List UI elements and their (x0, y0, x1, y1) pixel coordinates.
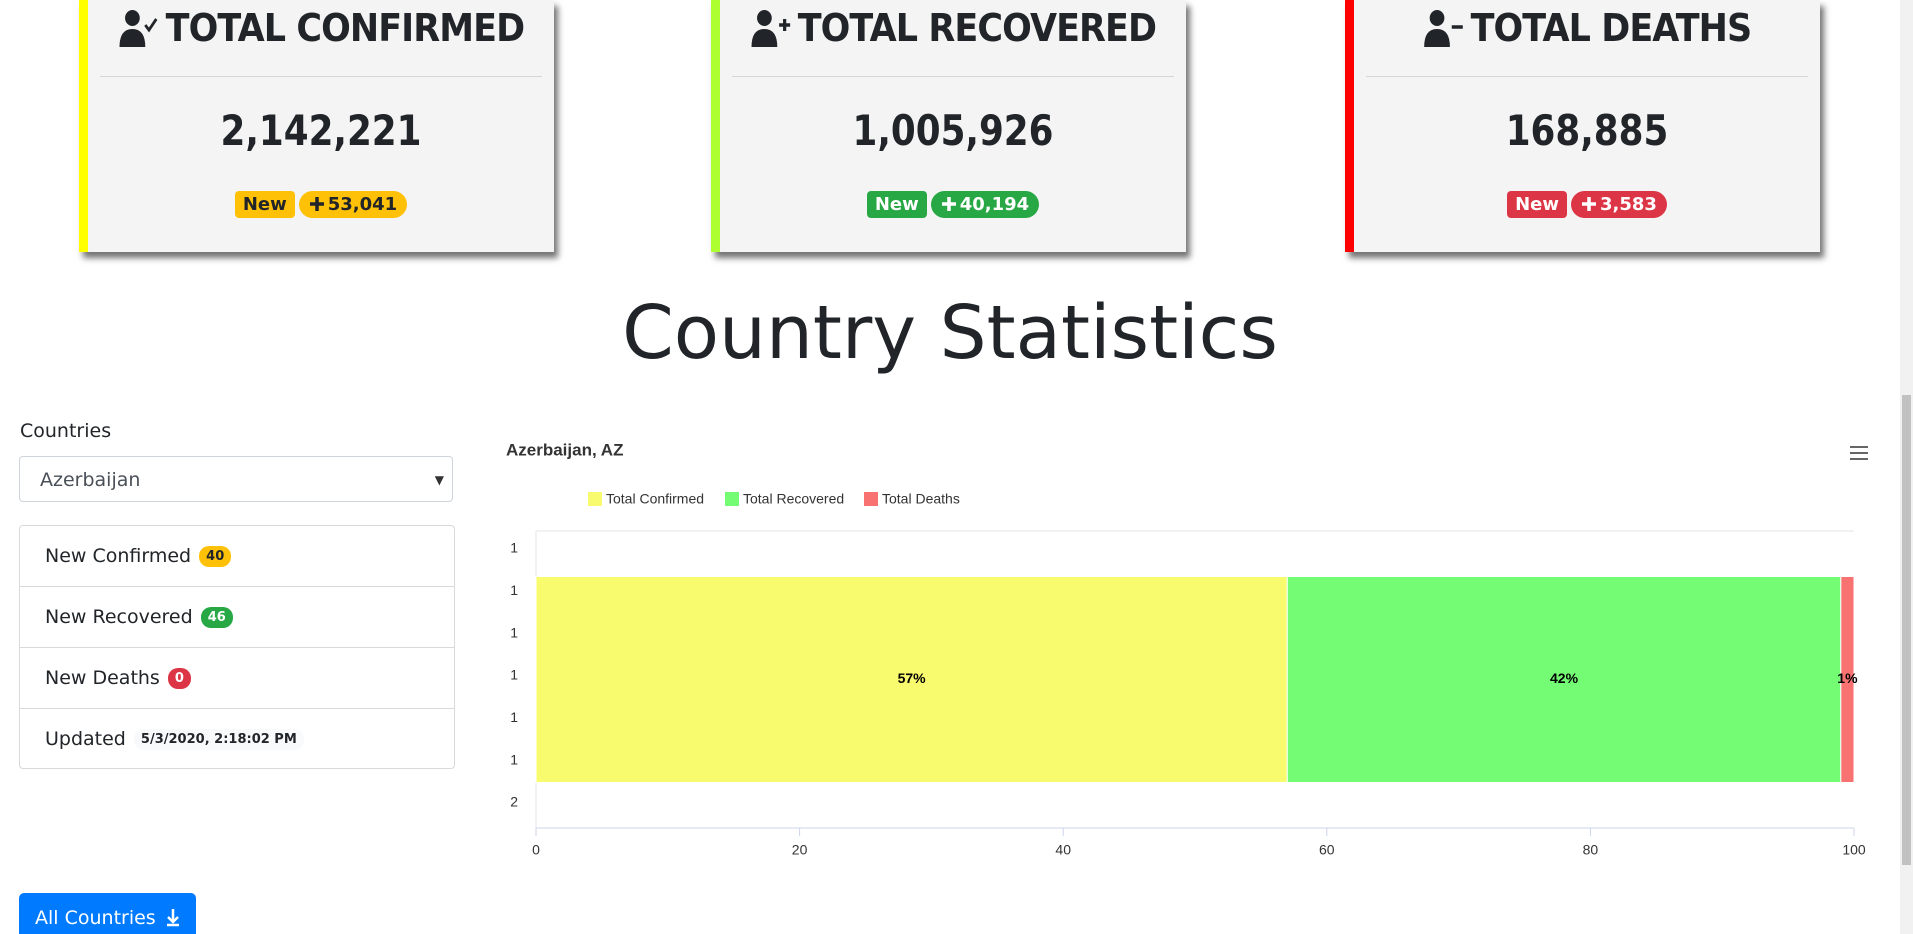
x-tick-label: 20 (792, 842, 808, 858)
delta-badge: 53,041 (298, 191, 408, 218)
legend-label: Total Deaths (882, 491, 960, 507)
menu-icon[interactable] (1850, 446, 1868, 460)
legend-swatch (725, 492, 739, 506)
bar-segment (1840, 576, 1855, 783)
scroll-thumb[interactable] (1902, 395, 1911, 865)
stat-badge: 5/3/2020, 2:18:02 PM (133, 729, 304, 750)
y-label: 1 (510, 624, 518, 640)
stat-card: TOTAL CONFIRMED 2,142,221 New 53,041 (79, 0, 554, 252)
card-value: 2,142,221 (220, 106, 422, 155)
x-tick-label: 40 (1055, 842, 1071, 858)
stat-label: New Recovered (45, 606, 193, 628)
card-rule (1366, 76, 1808, 77)
x-tick-label: 60 (1319, 842, 1335, 858)
card-value: 168,885 (1505, 106, 1669, 155)
chart-title: Azerbaijan, AZ (506, 440, 623, 459)
caret: ▼ (434, 473, 444, 487)
card-title: TOTAL DEATHS (1373, 6, 1802, 50)
y-label: 1 (510, 667, 518, 683)
new-badge: New (1507, 191, 1567, 218)
card-title: TOTAL CONFIRMED (107, 6, 536, 50)
countries-label: Countries (20, 420, 112, 442)
delta-value: 53,041 (327, 194, 398, 215)
stat-row: Updated 5/3/2020, 2:18:02 PM (20, 709, 454, 770)
card-title-text: TOTAL RECOVERED (797, 6, 1157, 50)
user-icon (1423, 6, 1471, 50)
plus-icon (941, 194, 960, 215)
user-icon (750, 6, 798, 50)
stat-badge: 46 (200, 607, 233, 628)
legend-swatch (864, 492, 878, 506)
scrollbar[interactable] (1900, 0, 1913, 934)
stat-card: TOTAL DEATHS 168,885 New 3,583 (1345, 0, 1820, 252)
icon (751, 10, 791, 47)
card-title-text: TOTAL CONFIRMED (165, 6, 525, 50)
stat-label: New Confirmed (45, 545, 192, 567)
card-rule (732, 76, 1174, 77)
stat-card: TOTAL RECOVERED 1,005,926 New 40,194 (711, 0, 1186, 252)
stat-badge: 0 (167, 668, 191, 689)
delta-value: 40,194 (959, 194, 1030, 215)
y-label: 2 (510, 794, 518, 810)
stat-row: New Deaths 0 (20, 648, 454, 709)
download-icon (166, 909, 179, 927)
stat-badge: 40 (199, 546, 232, 567)
card-badges: New 53,041 (88, 191, 554, 218)
icon (1424, 10, 1464, 47)
y-label: 1 (510, 540, 518, 556)
new-badge: New (234, 191, 295, 218)
legend-label: Total Confirmed (606, 491, 704, 507)
plus-icon (1581, 194, 1600, 215)
x-tick-label: 0 (532, 842, 540, 858)
country-select[interactable]: Azerbaijan ▼ (19, 456, 453, 502)
x-tick-label: 100 (1842, 842, 1866, 858)
card-value: 1,005,926 (852, 106, 1054, 155)
x-tick-label: 80 (1583, 842, 1599, 858)
delta-value: 3,583 (1599, 194, 1657, 215)
stat-row: New Confirmed 40 (20, 526, 454, 587)
y-label: 1 (510, 751, 518, 767)
card-badges: New 3,583 (1354, 191, 1820, 218)
select-value: Azerbaijan (40, 469, 141, 491)
plus (941, 197, 956, 211)
stat-label: New Deaths (45, 667, 160, 689)
card-title: TOTAL RECOVERED (739, 6, 1168, 50)
bar-segment (1286, 576, 1842, 783)
bar-segment (535, 576, 1288, 783)
card-rule (100, 76, 542, 77)
user-icon (118, 6, 166, 50)
all-countries-button[interactable]: All Countries (19, 893, 196, 934)
delta-badge: 40,194 (930, 191, 1040, 218)
stat-label: Updated (45, 728, 126, 750)
new-badge: New (866, 191, 927, 218)
plus (1581, 197, 1596, 211)
data-label: 42% (1550, 670, 1579, 686)
button-label: All Countries (35, 907, 156, 929)
data-label: 57% (898, 670, 927, 686)
card-title-text: TOTAL DEATHS (1470, 6, 1753, 50)
data-label: 1% (1837, 670, 1858, 686)
legend-label: Total Recovered (743, 491, 844, 507)
card-badges: New 40,194 (720, 191, 1186, 218)
delta-badge: 3,583 (1570, 191, 1667, 218)
stats-list: New Confirmed 40 New Recovered 46 New Deat… (19, 525, 455, 769)
stat-row: New Recovered 46 (20, 587, 454, 648)
plus-icon (309, 194, 328, 215)
y-label: 1 (510, 582, 518, 598)
heading: Country Statistics (622, 290, 1278, 376)
icon (119, 10, 158, 47)
plus (309, 197, 324, 211)
legend-swatch (588, 492, 602, 506)
y-label: 1 (510, 709, 518, 725)
